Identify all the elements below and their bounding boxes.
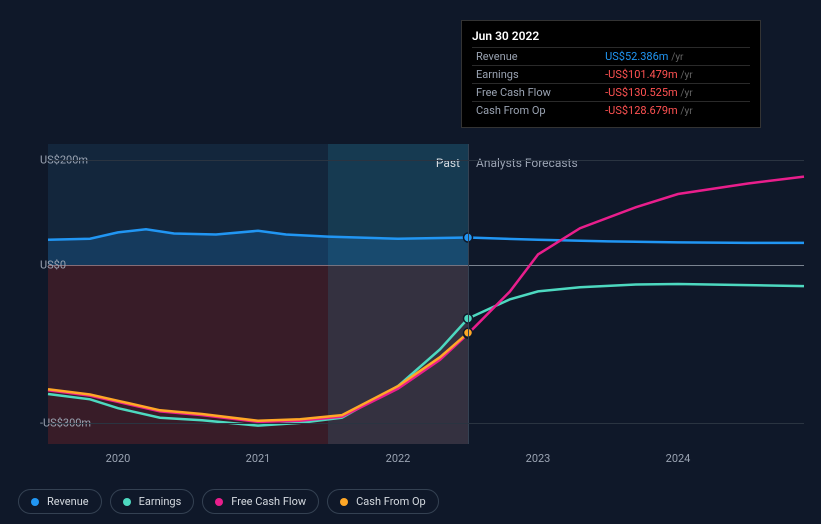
series-earnings [48, 284, 804, 426]
legend: Revenue Earnings Free Cash Flow Cash From O… [18, 489, 439, 514]
tooltip-row-label: Revenue [472, 48, 601, 66]
gridline [48, 423, 804, 424]
tooltip-row-label: Cash From Op [472, 102, 601, 120]
series-fcf [48, 177, 804, 422]
legend-dot-icon [340, 498, 348, 506]
legend-dot-icon [31, 498, 39, 506]
y-axis-label: US$0 [20, 259, 66, 272]
legend-item-cfo[interactable]: Cash From Op [327, 489, 439, 514]
legend-label: Earnings [139, 495, 182, 508]
tooltip-row-value: -US$101.479m /yr [601, 66, 750, 84]
x-axis-label: 2020 [106, 452, 131, 465]
legend-label: Free Cash Flow [231, 495, 306, 508]
tooltip-table: RevenueUS$52.386m /yrEarnings-US$101.479… [472, 47, 750, 119]
x-axis-label: 2024 [666, 452, 691, 465]
series-cfo [48, 333, 468, 421]
tooltip-row-value: US$52.386m /yr [601, 48, 750, 66]
x-axis-label: 2021 [246, 452, 271, 465]
legend-item-fcf[interactable]: Free Cash Flow [202, 489, 319, 514]
tooltip: Jun 30 2022 RevenueUS$52.386m /yrEarning… [461, 20, 761, 128]
tooltip-row: RevenueUS$52.386m /yr [472, 48, 750, 66]
tooltip-row: Earnings-US$101.479m /yr [472, 66, 750, 84]
tooltip-row: Free Cash Flow-US$130.525m /yr [472, 84, 750, 102]
legend-dot-icon [123, 498, 131, 506]
plot-area: PastAnalysts Forecasts US$200mUS$0-US$30… [48, 144, 804, 444]
tooltip-date: Jun 30 2022 [472, 29, 750, 43]
legend-dot-icon [215, 498, 223, 506]
legend-item-revenue[interactable]: Revenue [18, 489, 102, 514]
tooltip-row: Cash From Op-US$128.679m /yr [472, 102, 750, 120]
forecast-label: Analysts Forecasts [476, 156, 578, 170]
past-label: Past [436, 156, 460, 170]
x-axis-label: 2022 [386, 452, 411, 465]
legend-label: Revenue [47, 495, 89, 508]
tooltip-row-value: -US$128.679m /yr [601, 102, 750, 120]
legend-label: Cash From Op [356, 495, 426, 508]
gridline [48, 160, 804, 161]
tooltip-row-value: -US$130.525m /yr [601, 84, 750, 102]
financial-chart: PastAnalysts Forecasts US$200mUS$0-US$30… [0, 0, 821, 524]
tooltip-row-label: Free Cash Flow [472, 84, 601, 102]
series-lines [48, 144, 804, 444]
tooltip-row-label: Earnings [472, 66, 601, 84]
x-axis-label: 2023 [526, 452, 551, 465]
divider-line [468, 144, 469, 444]
legend-item-earnings[interactable]: Earnings [110, 489, 195, 514]
